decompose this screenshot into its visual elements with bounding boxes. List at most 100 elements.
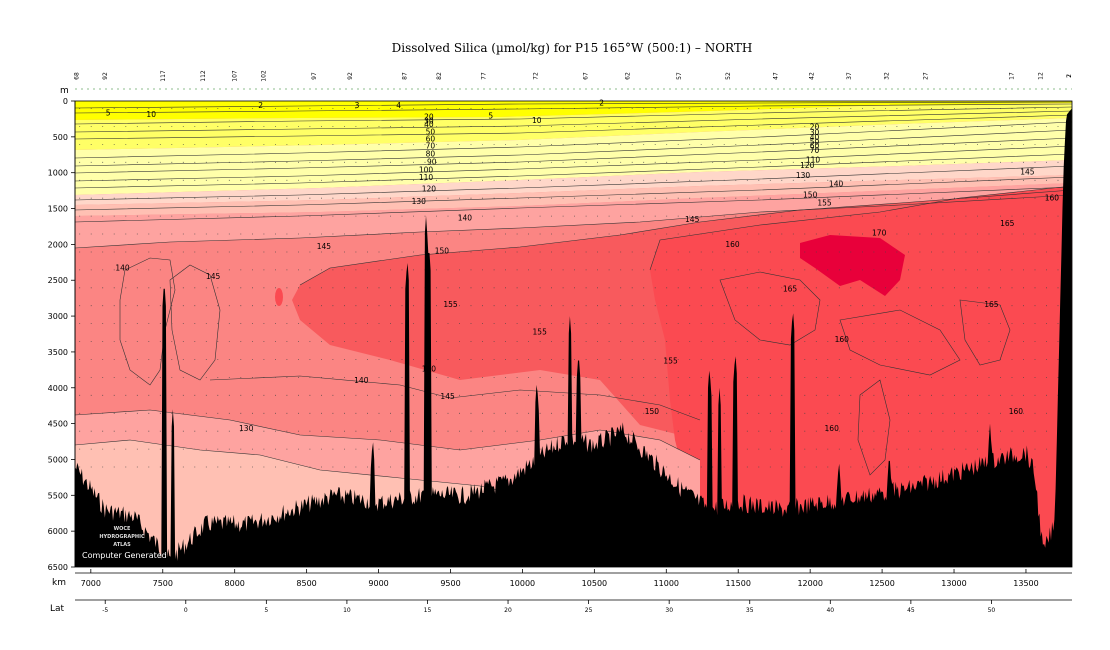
contour-label-130: 130 [412, 197, 427, 206]
contour-label-170: 170 [872, 228, 887, 237]
contour-line-3 [75, 110, 1072, 133]
latitude-axis-label: Lat [50, 604, 65, 614]
station-label: 77 [481, 72, 488, 80]
station-label: 92 [102, 72, 109, 80]
distance-tick-label: 7500 [153, 579, 173, 588]
contour-line-13 [75, 194, 1072, 249]
contour-line-12 [75, 186, 1072, 223]
latitude-axis: -5 0 5 10 15 20 25 30 35 40 45 50 [75, 599, 1072, 614]
contour-label-145: 145 [317, 242, 332, 251]
station-labels: 68 92 117 112 107 102 97 92 87 82 77 72 67 62 57 52 47 42… [73, 70, 1073, 90]
distance-unit-label: km [52, 578, 66, 588]
band-60-100 [75, 118, 1072, 195]
station-label: 52 [725, 72, 732, 80]
lat-tick-label: 30 [665, 607, 673, 614]
depth-tick-label: 4500 [48, 420, 68, 429]
contour-line-17 [649, 185, 1072, 271]
distance-tick-label: 12000 [797, 579, 822, 588]
band-150-160-patch [275, 288, 283, 306]
contour-label-140: 140 [829, 180, 844, 189]
lat-tick-label: 40 [826, 607, 834, 614]
distance-tick-label: 13500 [1013, 579, 1038, 588]
station-label: 2 [1066, 74, 1073, 78]
distance-tick-label: 12500 [869, 579, 894, 588]
contour-label-155: 155 [663, 357, 678, 366]
distance-tick-label: 11000 [654, 579, 679, 588]
distance-tick-label: 10000 [510, 579, 535, 588]
contour-label-110: 110 [806, 155, 821, 164]
contour-label-90: 90 [427, 157, 437, 166]
contour-label-140: 140 [458, 213, 473, 222]
contour-label-60: 60 [426, 135, 436, 144]
contour-label-160: 160 [1045, 193, 1060, 202]
station-label: 32 [883, 72, 890, 80]
contour-label-2: 2 [599, 99, 604, 108]
contour-line-4 [75, 114, 1072, 140]
distance-tick-label: 9500 [440, 579, 460, 588]
contour-label-80: 80 [426, 150, 436, 159]
depth-axis: 0 500 1000 1500 2000 2500 3000 3500 4000 4500 5000… [48, 97, 76, 572]
contour-label-5: 5 [488, 112, 493, 121]
station-label: 72 [532, 72, 539, 80]
contour-label-120: 120 [800, 161, 815, 170]
contour-labels: 2 3 4 25 10 5 10203040506070809010011012013014… [106, 99, 1060, 433]
contour-label-155: 155 [443, 300, 458, 309]
contour-label-165: 165 [783, 284, 798, 293]
sea-floor [75, 108, 1072, 567]
station-label: 37 [846, 72, 853, 80]
depth-unit-label: m [60, 86, 69, 96]
watermark-line-2: HYDROGRAPHIC [99, 534, 145, 540]
contour-label-20: 20 [424, 112, 434, 121]
depth-tick-label: 3000 [48, 312, 68, 321]
contour-line-5 [75, 121, 1072, 159]
distance-tick-label: 13000 [941, 579, 966, 588]
station-label: 62 [625, 72, 632, 80]
distance-tick-label: 10500 [582, 579, 607, 588]
contour-label-150: 150 [422, 365, 437, 374]
depth-tick-label: 2500 [48, 276, 68, 285]
contour-label-165: 165 [1000, 219, 1015, 228]
contour-line-9 [75, 153, 1072, 189]
computer-generated-note: Computer Generated [82, 551, 167, 560]
distance-tick-label: 8500 [296, 579, 316, 588]
contour-label-30: 30 [424, 117, 434, 126]
contour-label-145: 145 [206, 272, 221, 281]
depth-tick-label: 5500 [48, 491, 68, 500]
contour-label-5: 5 [106, 109, 111, 118]
contour-label-130: 130 [239, 424, 254, 433]
depth-tick-label: 4000 [48, 384, 68, 393]
contour-label-40: 40 [810, 133, 820, 142]
contour-label-165: 165 [984, 300, 999, 309]
depth-tick-label: 1000 [48, 169, 68, 178]
contour-line-10 [75, 165, 1072, 201]
lat-tick-label: 50 [988, 607, 996, 614]
contour-label-120: 120 [422, 185, 437, 194]
contour-line-1 [75, 103, 1072, 114]
contour-label-160: 160 [1009, 407, 1024, 416]
station-label: 12 [1037, 72, 1044, 80]
contour-label-110: 110 [419, 173, 434, 182]
contour-label-145: 145 [440, 392, 455, 401]
plot-area [75, 101, 1072, 567]
contour-label-150: 150 [435, 246, 450, 255]
contour-label-140: 140 [115, 264, 130, 273]
contour-label-10: 10 [532, 116, 542, 125]
lat-tick-label: 15 [424, 607, 432, 614]
contour-line-24 [959, 299, 1011, 366]
contour-label-130: 130 [796, 171, 811, 180]
contour-label-40: 40 [424, 120, 434, 129]
station-label: 68 [73, 72, 80, 80]
station-label: 117 [160, 70, 167, 82]
distance-tick-label: 8000 [225, 579, 245, 588]
station-label: 57 [676, 72, 683, 80]
contour-label-145: 145 [685, 215, 700, 224]
station-label: 27 [922, 72, 929, 80]
band-130-140 [75, 183, 1072, 248]
contour-label-50: 50 [810, 137, 820, 146]
band-170-180 [800, 235, 905, 296]
sample-points [79, 108, 1059, 468]
lat-tick-label: 0 [184, 607, 188, 614]
woce-watermark: WOCE HYDROGRAPHIC ATLAS Computer Generat… [82, 526, 167, 560]
contour-label-30: 30 [810, 128, 820, 137]
contour-label-70: 70 [426, 142, 436, 151]
